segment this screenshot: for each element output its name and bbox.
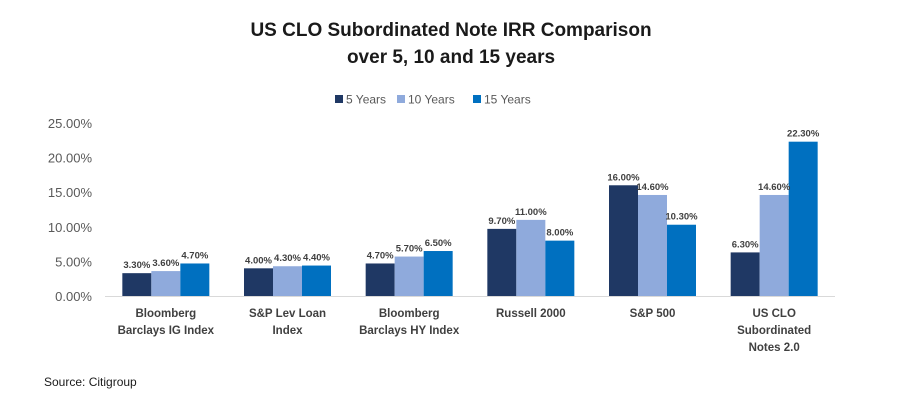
data-label: 4.00%: [245, 255, 272, 266]
y-axis: 0.00% 5.00% 10.00% 15.00% 20.00% 25.00%: [48, 116, 93, 304]
x-tick-label: Notes 2.0: [749, 342, 800, 354]
y-tick-label: 10.00%: [48, 220, 93, 235]
x-tick-label: S&P Lev Loan: [249, 308, 326, 320]
y-tick-label: 5.00%: [55, 254, 92, 269]
chart-title-line: US CLO Subordinated Note IRR Comparison: [250, 20, 651, 41]
data-label: 4.70%: [367, 250, 394, 261]
bar: [638, 194, 667, 296]
bar: [516, 219, 546, 296]
bar: [759, 194, 789, 296]
bar: [122, 273, 152, 296]
x-tick-label: Bloomberg: [379, 308, 440, 320]
y-tick-label: 0.00%: [55, 289, 92, 304]
bar: [365, 263, 395, 296]
bar: [423, 251, 453, 296]
x-tick-label: Subordinated: [737, 325, 811, 337]
y-tick-label: 20.00%: [48, 151, 93, 166]
bar: [394, 256, 424, 296]
data-label: 4.30%: [274, 253, 301, 264]
bar: [151, 271, 181, 296]
legend-swatch: [335, 95, 343, 103]
data-label: 22.30%: [787, 129, 820, 140]
bar: [244, 268, 273, 296]
chart-title: US CLO Subordinated Note IRR Comparison o…: [250, 20, 651, 68]
bar: [273, 266, 302, 296]
bar: [667, 224, 696, 296]
data-label: 16.00%: [607, 172, 640, 183]
data-label: 14.60%: [636, 182, 669, 193]
legend-label: 10 Years: [408, 93, 455, 107]
data-label: 9.70%: [488, 216, 515, 227]
x-tick-label: Bloomberg: [135, 308, 196, 320]
data-label: 4.70%: [181, 250, 208, 261]
bar: [302, 265, 331, 296]
data-label: 5.70%: [396, 244, 423, 255]
data-label: 10.30%: [665, 212, 698, 223]
bar: [545, 240, 575, 296]
bar: [788, 141, 818, 296]
source-note: Source: Citigroup: [44, 375, 137, 389]
x-tick-label: US CLO: [752, 308, 796, 320]
legend-swatch: [397, 95, 405, 103]
data-label: 6.50%: [425, 238, 452, 249]
bar: [487, 228, 517, 296]
x-tick-label: S&P 500: [630, 308, 676, 320]
x-tick-label: Barclays IG Index: [118, 325, 215, 337]
data-labels: 3.30% 3.60%4.70% 4.00% 4.30% 4.40% 4.70%5.70%…: [123, 129, 819, 271]
x-axis: Bloomberg Barclays IG Index S&P Lev Loan In…: [105, 296, 835, 354]
legend: 5 Years 10 Years 15 Years: [335, 93, 531, 107]
legend-label: 15 Years: [484, 93, 531, 107]
legend-label: 5 Years: [346, 93, 386, 107]
y-tick-label: 15.00%: [48, 185, 93, 200]
bar: [730, 252, 760, 296]
data-label: 3.60%: [152, 258, 179, 269]
data-label: 3.30%: [123, 260, 150, 271]
x-tick-label: Index: [272, 325, 303, 337]
bar: [609, 185, 638, 296]
data-label: 6.30%: [732, 239, 759, 250]
x-tick-label: Barclays HY Index: [359, 325, 460, 337]
chart-title-line: over 5, 10 and 15 years: [347, 47, 555, 68]
bar: [180, 263, 210, 296]
y-tick-label: 25.00%: [48, 116, 93, 131]
data-label: 8.00%: [546, 228, 573, 239]
x-tick-label: Russell 2000: [496, 308, 566, 320]
data-label: 14.60%: [758, 182, 791, 193]
bars: [122, 141, 818, 296]
data-label: 4.40%: [303, 253, 330, 264]
legend-swatch: [473, 95, 481, 103]
data-label: 11.00%: [515, 207, 547, 218]
